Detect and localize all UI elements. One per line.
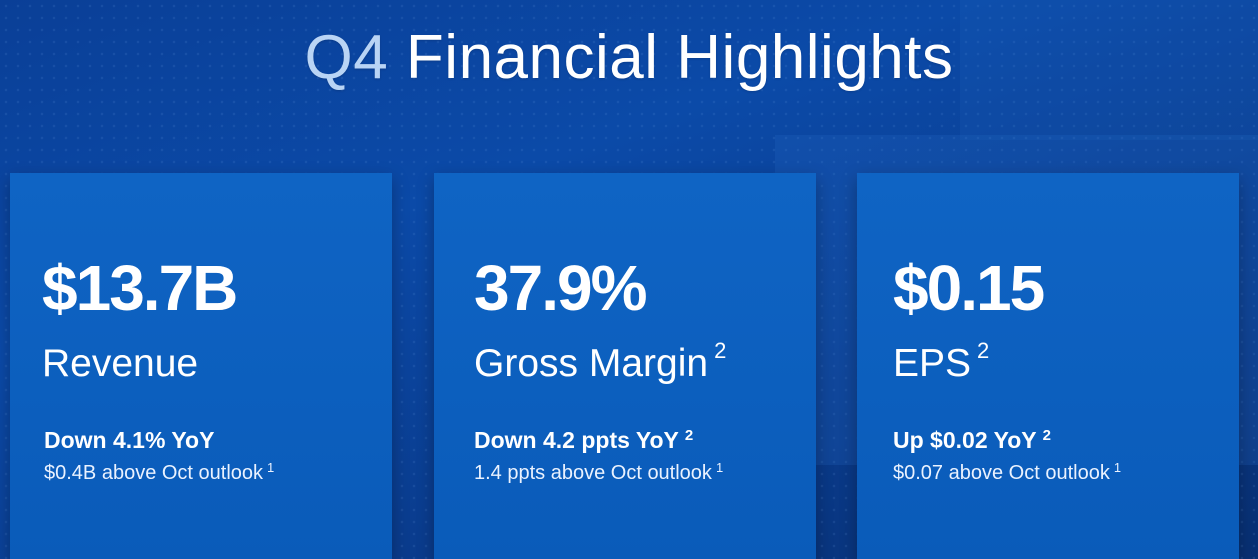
eps-outlook: $0.07 above Oct outlook 1 (893, 460, 1121, 485)
metric-label: Revenue (42, 342, 199, 385)
eps-card: $0.15 EPS 2 Up $0.02 YoY 2 $0.07 above Oct… (857, 173, 1239, 559)
footnote-marker: 1 (715, 460, 724, 475)
footnote-marker: 1 (267, 460, 275, 475)
change-text: Up $0.02 YoY (893, 427, 1037, 453)
eps-value: $0.15 (893, 252, 1045, 324)
footnote-marker: 2 (714, 338, 727, 363)
metric-label: Gross Margin (474, 342, 709, 385)
metric-label: EPS (893, 342, 972, 385)
title-text: Financial Highlights (405, 23, 954, 92)
revenue-outlook: $0.4B above Oct outlook 1 (44, 460, 274, 485)
revenue-value: $13.7B (42, 252, 238, 324)
gross-margin-outlook: 1.4 ppts above Oct outlook 1 (474, 460, 723, 485)
gross-margin-label: Gross Margin 2 (474, 338, 726, 386)
revenue-card: $13.7B Revenue Down 4.1% YoY $0.4B above… (10, 173, 392, 559)
slide-title: Q4 Financial Highlights (0, 22, 1258, 93)
eps-change: Up $0.02 YoY 2 (893, 427, 1051, 454)
revenue-change: Down 4.1% YoY (44, 427, 220, 454)
revenue-label: Revenue (42, 338, 204, 386)
footnote-marker: 1 (1113, 460, 1122, 475)
gross-margin-value: 37.9% (474, 252, 647, 324)
title-prefix: Q4 (304, 23, 389, 92)
background-panel (960, 0, 1258, 140)
change-text: Down 4.2 ppts YoY (474, 427, 679, 453)
footnote-marker: 2 (1042, 427, 1051, 444)
gross-margin-change: Down 4.2 ppts YoY 2 (474, 427, 693, 454)
outlook-text: $0.07 above Oct outlook (893, 462, 1110, 484)
footnote-marker: 2 (977, 338, 990, 363)
eps-label: EPS 2 (893, 338, 989, 386)
gross-margin-card: 37.9% Gross Margin 2 Down 4.2 ppts YoY 2 1… (434, 173, 816, 559)
change-text: Down 4.1% YoY (44, 427, 215, 453)
footnote-marker: 2 (684, 427, 694, 444)
outlook-text: $0.4B above Oct outlook (44, 462, 264, 484)
outlook-text: 1.4 ppts above Oct outlook (474, 462, 712, 484)
